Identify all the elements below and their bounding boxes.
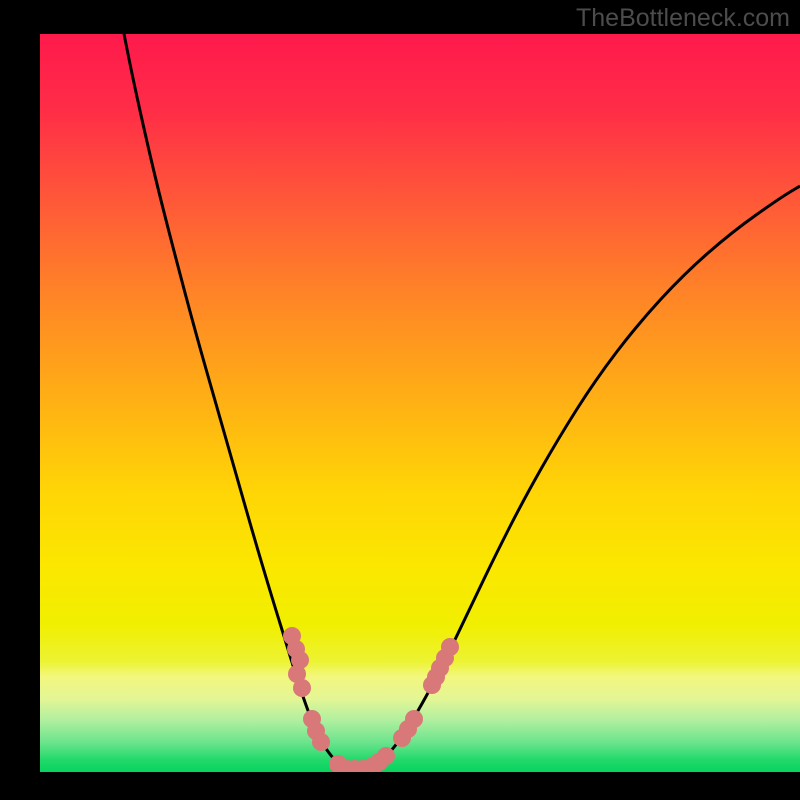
- data-marker: [293, 679, 311, 697]
- data-marker: [312, 733, 330, 751]
- data-marker: [441, 638, 459, 656]
- right-curve: [353, 186, 800, 769]
- chart-frame: [40, 34, 800, 772]
- data-markers: [283, 627, 459, 772]
- left-curve: [124, 34, 353, 769]
- watermark-text: TheBottleneck.com: [576, 4, 790, 33]
- data-marker: [377, 747, 395, 765]
- chart-svg: [40, 34, 800, 772]
- data-marker: [405, 710, 423, 728]
